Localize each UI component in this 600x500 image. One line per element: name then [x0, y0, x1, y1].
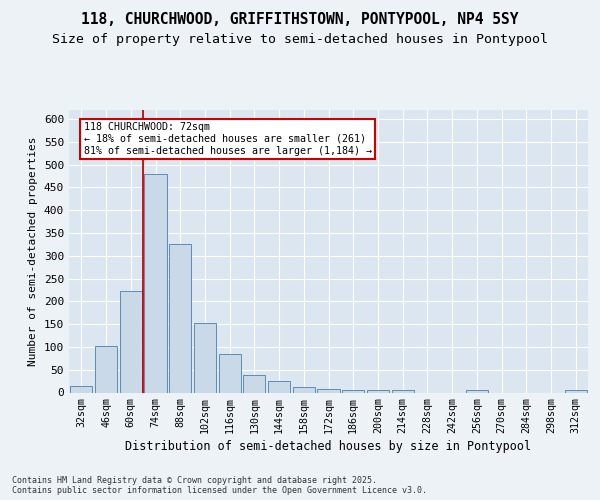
Bar [119, 292, 142, 392]
Bar [367, 390, 389, 392]
Bar [95, 346, 117, 393]
Bar [342, 390, 364, 392]
Bar [466, 390, 488, 392]
Bar [293, 388, 315, 392]
Text: 118 CHURCHWOOD: 72sqm
← 18% of semi-detached houses are smaller (261)
81% of sem: 118 CHURCHWOOD: 72sqm ← 18% of semi-deta… [84, 122, 372, 156]
Text: 118, CHURCHWOOD, GRIFFITHSTOWN, PONTYPOOL, NP4 5SY: 118, CHURCHWOOD, GRIFFITHSTOWN, PONTYPOO… [81, 12, 519, 28]
Y-axis label: Number of semi-detached properties: Number of semi-detached properties [28, 136, 38, 366]
Bar [145, 174, 167, 392]
X-axis label: Distribution of semi-detached houses by size in Pontypool: Distribution of semi-detached houses by … [125, 440, 532, 454]
Bar [392, 390, 414, 392]
Bar [565, 390, 587, 392]
Text: Size of property relative to semi-detached houses in Pontypool: Size of property relative to semi-detach… [52, 32, 548, 46]
Text: Contains HM Land Registry data © Crown copyright and database right 2025.
Contai: Contains HM Land Registry data © Crown c… [12, 476, 427, 495]
Bar [70, 386, 92, 392]
Bar [243, 375, 265, 392]
Bar [317, 389, 340, 392]
Bar [268, 381, 290, 392]
Bar [194, 323, 216, 392]
Bar [218, 354, 241, 393]
Bar [169, 244, 191, 392]
